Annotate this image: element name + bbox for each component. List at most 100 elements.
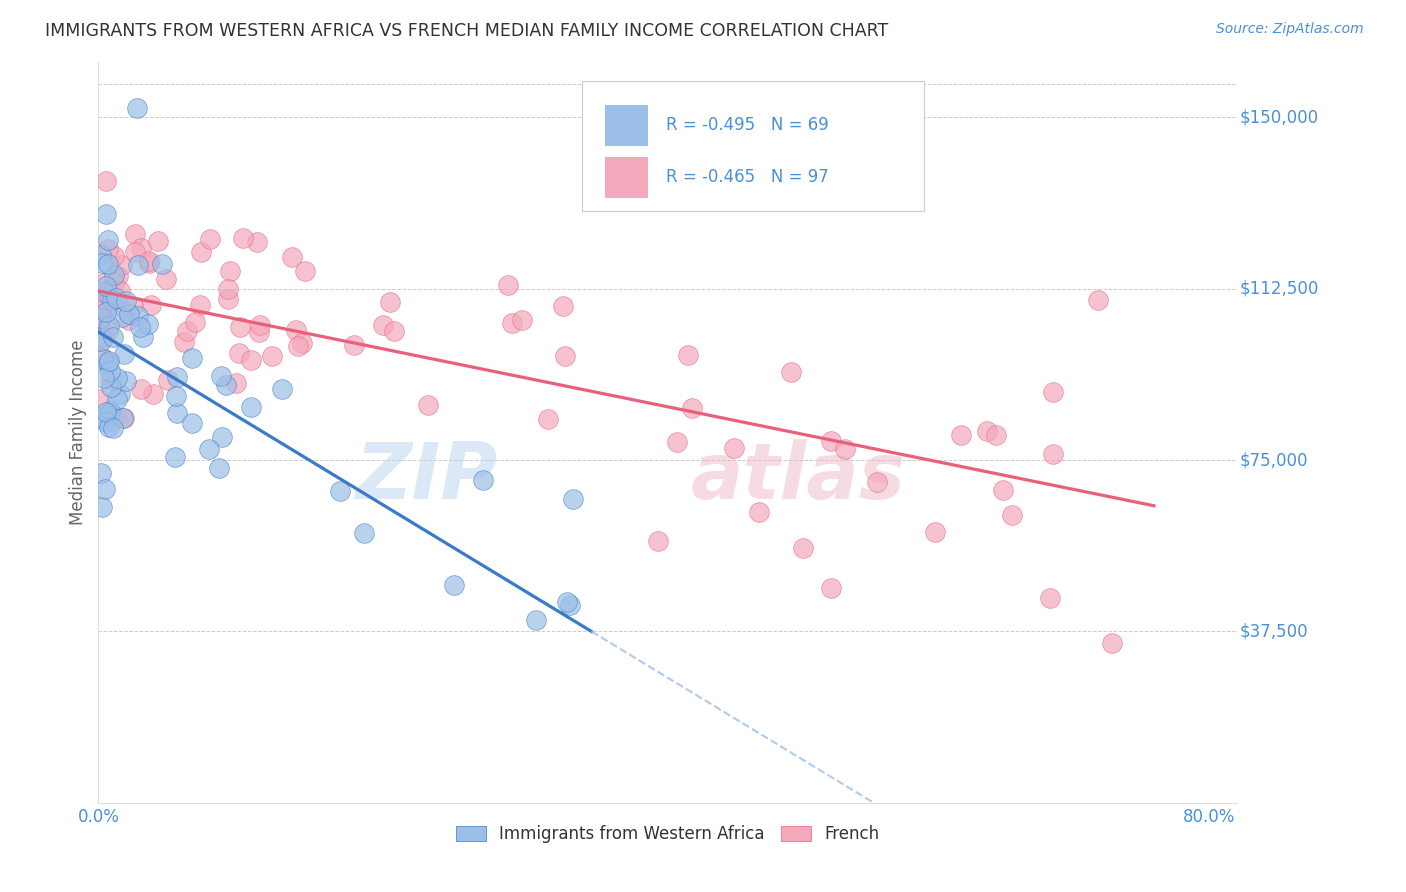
Point xyxy=(98,406,121,420)
Point xyxy=(373,318,395,332)
Point xyxy=(118,307,141,321)
Point xyxy=(1039,591,1062,606)
Point xyxy=(157,373,180,387)
Point xyxy=(105,409,128,424)
Point xyxy=(554,349,576,363)
Point xyxy=(97,233,120,247)
Point xyxy=(239,352,262,367)
Point xyxy=(127,310,149,324)
Point xyxy=(91,351,114,366)
Point xyxy=(90,334,112,349)
Point xyxy=(94,278,117,293)
Point xyxy=(214,378,236,392)
Point xyxy=(103,268,125,282)
Point xyxy=(91,500,114,514)
Point xyxy=(93,276,115,290)
Point xyxy=(820,581,842,595)
Point xyxy=(114,375,136,389)
Point xyxy=(924,525,946,540)
Point xyxy=(89,312,111,326)
Point xyxy=(382,325,405,339)
Point xyxy=(93,371,115,385)
Point xyxy=(1087,293,1109,307)
Point xyxy=(247,325,270,339)
Point xyxy=(287,339,309,353)
Point xyxy=(138,254,160,268)
Point xyxy=(834,442,856,456)
Point xyxy=(91,351,114,366)
Point xyxy=(91,256,114,270)
Point xyxy=(165,450,187,464)
Point xyxy=(112,410,135,425)
Text: R = -0.495   N = 69: R = -0.495 N = 69 xyxy=(665,116,828,135)
Point xyxy=(271,382,294,396)
Point xyxy=(138,317,160,331)
Point xyxy=(166,370,188,384)
Point xyxy=(96,285,118,299)
Point xyxy=(89,392,111,406)
Point xyxy=(155,272,177,286)
Point xyxy=(138,256,160,270)
Point xyxy=(98,404,121,418)
Point xyxy=(150,257,173,271)
Point xyxy=(132,329,155,343)
Point xyxy=(108,387,131,401)
Point xyxy=(190,244,212,259)
Point xyxy=(90,305,112,319)
Point xyxy=(90,248,112,262)
Point xyxy=(198,442,221,457)
Point xyxy=(820,434,842,449)
Point xyxy=(93,411,115,425)
Point xyxy=(291,336,314,351)
Point xyxy=(353,525,375,540)
Point xyxy=(98,420,121,434)
Point xyxy=(131,241,153,255)
Point xyxy=(229,319,252,334)
Point xyxy=(329,483,352,498)
Point xyxy=(211,430,233,444)
Point xyxy=(524,613,547,627)
Point xyxy=(103,276,125,290)
Text: R = -0.465   N = 97: R = -0.465 N = 97 xyxy=(665,169,828,186)
Point xyxy=(232,231,254,245)
FancyBboxPatch shape xyxy=(582,81,924,211)
Point xyxy=(118,313,141,327)
Point xyxy=(115,303,138,318)
Point xyxy=(110,310,132,324)
Point xyxy=(93,285,115,300)
Point xyxy=(128,319,150,334)
Point xyxy=(111,258,134,272)
Point xyxy=(866,475,889,489)
Text: Source: ZipAtlas.com: Source: ZipAtlas.com xyxy=(1216,22,1364,37)
Point xyxy=(124,245,146,260)
Point xyxy=(94,405,117,419)
Point xyxy=(105,392,128,406)
Point xyxy=(91,299,114,313)
Point xyxy=(443,578,465,592)
Point xyxy=(100,293,122,307)
Point xyxy=(1001,508,1024,522)
Point xyxy=(94,305,117,319)
Point xyxy=(343,338,366,352)
Point xyxy=(93,482,115,496)
Point xyxy=(498,278,520,293)
Point xyxy=(188,298,211,312)
Point xyxy=(108,285,131,299)
Point xyxy=(105,292,128,306)
Point xyxy=(228,346,250,360)
Point xyxy=(181,416,204,430)
Point xyxy=(127,101,149,115)
FancyBboxPatch shape xyxy=(605,105,648,145)
Point xyxy=(748,504,770,518)
Y-axis label: Median Family Income: Median Family Income xyxy=(69,340,87,525)
Point xyxy=(115,293,138,308)
Point xyxy=(553,299,575,313)
Point xyxy=(103,249,125,263)
Point xyxy=(1042,385,1064,400)
Point xyxy=(246,235,269,249)
Point xyxy=(96,415,118,429)
Point xyxy=(100,380,122,394)
Point xyxy=(1101,636,1123,650)
Point xyxy=(91,297,114,311)
Point xyxy=(111,410,134,425)
